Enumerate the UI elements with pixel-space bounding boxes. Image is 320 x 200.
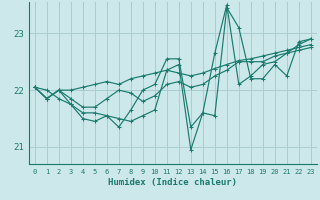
X-axis label: Humidex (Indice chaleur): Humidex (Indice chaleur): [108, 178, 237, 187]
